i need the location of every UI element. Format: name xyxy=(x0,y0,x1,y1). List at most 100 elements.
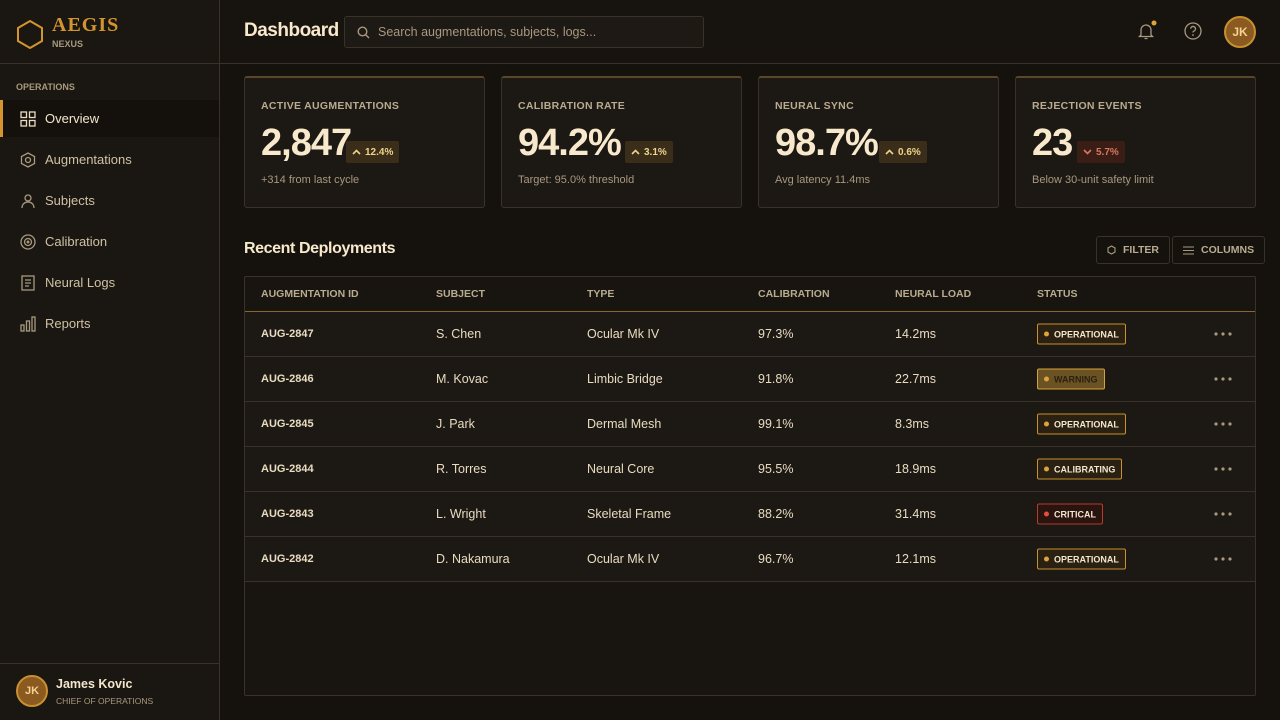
stat-card: CALIBRATION RATE 94.2% 3.1% Target: 95.0% t… xyxy=(501,76,742,208)
stat-note: Below 30-unit safety limit xyxy=(1032,174,1154,186)
column-header: CALIBRATION xyxy=(758,288,830,300)
stat-value: 98.7% xyxy=(775,122,879,164)
column-header: STATUS xyxy=(1037,288,1078,300)
table-row[interactable]: AUG-2846 M. Kovac Limbic Bridge 91.8% 22.7ms… xyxy=(245,357,1255,402)
nav-item[interactable]: Overview xyxy=(0,100,219,137)
stat-label: NEURAL SYNC xyxy=(775,100,854,112)
table-cell: AUG-2843 xyxy=(261,508,314,520)
sidebar: AEGIS NEXUS OPERATIONS Overview Augmenta… xyxy=(0,0,220,720)
table-cell: AUG-2846 xyxy=(261,373,314,385)
nav-label: Neural Logs xyxy=(45,275,116,290)
row-menu[interactable] xyxy=(1214,422,1232,426)
stat-value: 94.2% xyxy=(518,122,622,164)
stat-note: Target: 95.0% threshold xyxy=(518,174,635,186)
nav-item[interactable]: Subjects xyxy=(0,182,219,219)
row-menu[interactable] xyxy=(1214,557,1232,561)
search-placeholder: Search augmentations, subjects, logs... xyxy=(378,25,597,39)
filter-button[interactable]: FILTER xyxy=(1096,236,1170,264)
stat-delta: 5.7% xyxy=(1077,141,1125,163)
nav-item[interactable]: Neural Logs xyxy=(0,264,219,301)
columns-button[interactable]: COLUMNS xyxy=(1172,236,1266,264)
table-cell: AUG-2847 xyxy=(261,328,314,340)
nav-item[interactable]: Augmentations xyxy=(0,141,219,178)
table-cell: AUG-2845 xyxy=(261,418,314,430)
delta-text: 3.1% xyxy=(644,146,667,158)
stat-card: ACTIVE AUGMENTATIONS 2,847 12.4% +314 from … xyxy=(244,76,485,208)
table-cell: M. Kovac xyxy=(436,372,489,386)
column-header: NEURAL LOAD xyxy=(895,288,972,300)
status-badge: OPERATIONAL xyxy=(1037,413,1126,435)
status-badge: OPERATIONAL xyxy=(1037,548,1126,570)
table-row[interactable]: AUG-2845 J. Park Dermal Mesh 99.1% 8.3ms OPER… xyxy=(245,402,1255,447)
deployments-table: AUGMENTATION ID SUBJECT TYPE CALIBRATION… xyxy=(244,276,1256,696)
table-cell: Dermal Mesh xyxy=(587,417,662,431)
stat-delta: 12.4% xyxy=(346,141,400,163)
button-label: FILTER xyxy=(1123,244,1159,256)
logo-icon xyxy=(17,19,43,49)
row-menu[interactable] xyxy=(1214,377,1232,381)
status-text: OPERATIONAL xyxy=(1054,419,1119,429)
column-header: AUGMENTATION ID xyxy=(261,288,359,300)
column-header: TYPE xyxy=(587,288,615,300)
nav-section: OPERATIONS xyxy=(16,82,75,92)
nav-item[interactable]: Reports xyxy=(0,305,219,342)
stat-label: CALIBRATION RATE xyxy=(518,100,626,112)
nav-label: Augmentations xyxy=(45,152,132,167)
stat-delta: 3.1% xyxy=(625,141,673,163)
table-cell: 8.3ms xyxy=(895,417,930,431)
table-cell: S. Chen xyxy=(436,327,482,341)
table-cell: AUG-2842 xyxy=(261,553,314,565)
table-cell: 91.8% xyxy=(758,372,794,386)
brand-name: AEGIS xyxy=(52,14,120,36)
notifications-button[interactable] xyxy=(1136,20,1158,42)
status-text: CALIBRATING xyxy=(1054,464,1116,474)
header-avatar[interactable]: JK xyxy=(1224,16,1256,48)
table-cell: 31.4ms xyxy=(895,507,936,521)
table-cell: Limbic Bridge xyxy=(587,372,663,386)
table-cell: 12.1ms xyxy=(895,552,936,566)
nav-label: Subjects xyxy=(45,193,95,208)
table-cell: 18.9ms xyxy=(895,462,936,476)
delta-text: 0.6% xyxy=(898,146,921,158)
nav-label: Overview xyxy=(45,111,100,126)
table-cell: 22.7ms xyxy=(895,372,936,386)
status-text: OPERATIONAL xyxy=(1054,554,1119,564)
table-cell: 88.2% xyxy=(758,507,794,521)
stat-card: NEURAL SYNC 98.7% 0.6% Avg latency 11.4ms xyxy=(758,76,999,208)
stat-value: 2,847 xyxy=(261,122,352,164)
search-box[interactable]: Search augmentations, subjects, logs... xyxy=(344,16,704,48)
table-cell: J. Park xyxy=(436,417,475,431)
table-row[interactable]: AUG-2843 L. Wright Skeletal Frame 88.2% 31.4… xyxy=(245,492,1255,537)
table-cell: L. Wright xyxy=(436,507,486,521)
table-row[interactable]: AUG-2842 D. Nakamura Ocular Mk IV 96.7% 12.1… xyxy=(245,537,1255,582)
table-cell: 99.1% xyxy=(758,417,794,431)
status-badge: CRITICAL xyxy=(1037,503,1103,525)
table-row[interactable]: AUG-2847 S. Chen Ocular Mk IV 97.3% 14.2ms OP… xyxy=(245,312,1255,357)
user-avatar[interactable]: JK xyxy=(16,675,48,707)
table-row[interactable]: AUG-2844 R. Torres Neural Core 95.5% 18.9ms C… xyxy=(245,447,1255,492)
delta-text: 5.7% xyxy=(1096,146,1119,158)
user-name: James Kovic xyxy=(56,677,133,691)
table-cell: D. Nakamura xyxy=(436,552,510,566)
row-menu[interactable] xyxy=(1214,332,1232,336)
table-cell: 97.3% xyxy=(758,327,794,341)
stat-delta: 0.6% xyxy=(879,141,927,163)
section-title: Recent Deployments xyxy=(244,240,396,257)
help-button[interactable] xyxy=(1183,21,1203,41)
nav-label: Calibration xyxy=(45,234,108,249)
stat-label: REJECTION EVENTS xyxy=(1032,100,1142,112)
table-cell: R. Torres xyxy=(436,462,487,476)
row-menu[interactable] xyxy=(1214,467,1232,471)
status-badge: OPERATIONAL xyxy=(1037,323,1126,345)
row-menu[interactable] xyxy=(1214,512,1232,516)
table-cell: Skeletal Frame xyxy=(587,507,672,521)
brand-sub: NEXUS xyxy=(52,39,84,49)
table-cell: 96.7% xyxy=(758,552,794,566)
stat-value: 23 xyxy=(1032,122,1073,164)
nav-item[interactable]: Calibration xyxy=(0,223,219,260)
table-header: AUGMENTATION ID SUBJECT TYPE CALIBRATION… xyxy=(245,277,1255,312)
button-label: COLUMNS xyxy=(1201,244,1255,256)
stat-note: Avg latency 11.4ms xyxy=(775,174,870,186)
